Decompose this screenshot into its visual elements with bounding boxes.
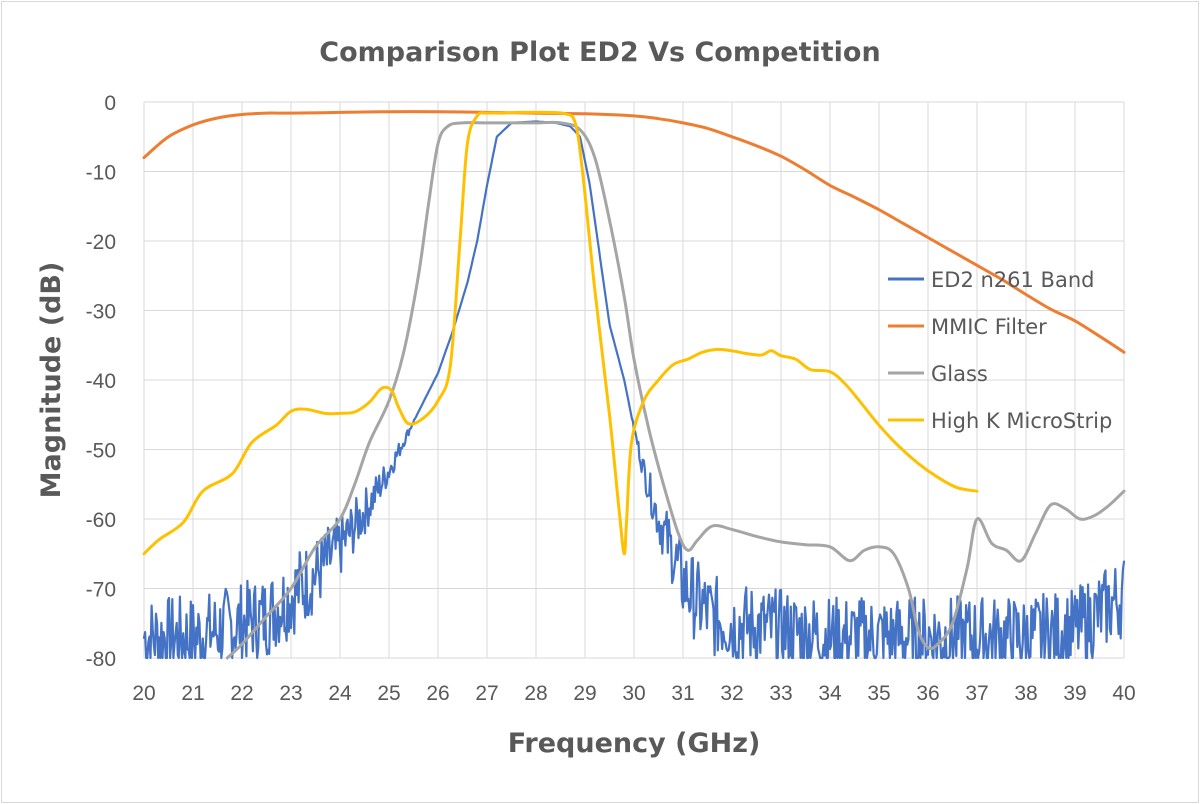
x-tick-label: 36 <box>916 682 939 705</box>
x-tick-label: 21 <box>181 682 204 705</box>
x-tick-label: 25 <box>377 682 400 705</box>
series-line-high-k-microstrip <box>142 110 979 556</box>
y-tick-label: -40 <box>86 370 116 393</box>
series-line-mmic-filter <box>142 110 1126 354</box>
x-tick-label: 39 <box>1063 682 1086 705</box>
x-tick-label: 30 <box>622 682 645 705</box>
y-axis-title: Magnitude (dB) <box>36 262 67 499</box>
legend-label-high-k-microstrip: High K MicroStrip <box>931 409 1112 433</box>
legend-label-glass: Glass <box>931 362 988 386</box>
legend: ED2 n261 Band MMIC Filter Glass High K Micr… <box>888 268 1112 433</box>
x-tick-label: 27 <box>475 682 498 705</box>
legend-label-mmic-filter: MMIC Filter <box>931 315 1047 339</box>
x-tick-label: 29 <box>573 682 596 705</box>
series-lines <box>142 110 1126 660</box>
x-tick-label: 38 <box>1014 682 1037 705</box>
x-tick-label: 33 <box>769 682 792 705</box>
y-tick-label: -30 <box>86 301 116 324</box>
y-tick-label: -60 <box>86 509 116 532</box>
x-tick-label: 28 <box>524 682 547 705</box>
x-tick-label: 23 <box>279 682 302 705</box>
x-tick-label: 26 <box>426 682 449 705</box>
x-tick-label: 35 <box>867 682 890 705</box>
x-tick-label: 32 <box>720 682 743 705</box>
x-tick-label: 40 <box>1112 682 1135 705</box>
y-tick-label: -80 <box>86 648 116 671</box>
x-tick-label: 24 <box>328 682 352 705</box>
tick-labels: 20 21 22 23 24 25 26 27 28 29 30 31 32 33 34 35 36 37 38 39… <box>86 92 1136 705</box>
series-line-glass <box>225 120 1126 660</box>
x-tick-label: 31 <box>671 682 694 705</box>
x-tick-label: 22 <box>230 682 253 705</box>
chart-title: Comparison Plot ED2 Vs Competition <box>319 37 880 68</box>
legend-label-ed2-n261-band: ED2 n261 Band <box>931 268 1094 292</box>
y-tick-label: 0 <box>104 92 116 115</box>
x-tick-label: 37 <box>965 682 988 705</box>
y-tick-label: -50 <box>86 440 116 463</box>
x-axis-title: Frequency (GHz) <box>508 728 761 759</box>
x-tick-label: 20 <box>132 682 155 705</box>
x-tick-label: 34 <box>818 682 842 705</box>
y-tick-label: -10 <box>86 162 116 185</box>
y-tick-label: -20 <box>86 231 116 254</box>
y-tick-label: -70 <box>86 579 116 602</box>
